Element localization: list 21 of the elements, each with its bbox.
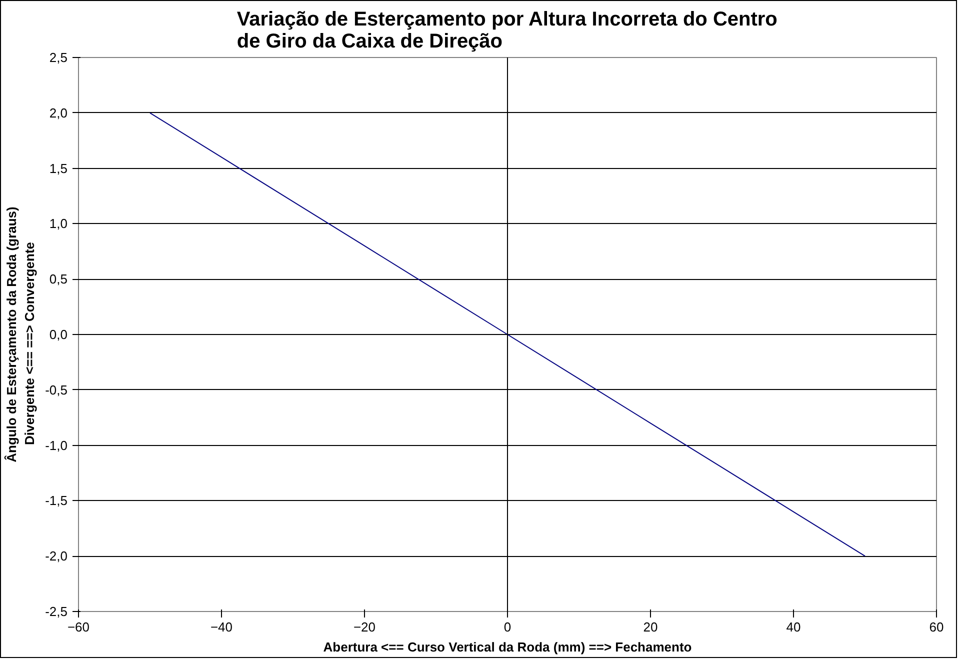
y-tick-label: -0,5: [45, 382, 68, 398]
x-tick-label: 20: [643, 620, 658, 634]
y-tick-label: 1,5: [49, 160, 68, 176]
x-tick-label: 0: [504, 620, 512, 634]
y-tick-label: 2,0: [49, 105, 68, 120]
y-tick-label: -2,5: [45, 604, 68, 619]
x-tick-label: −60: [67, 620, 90, 634]
x-tick-label: 40: [786, 620, 801, 634]
y-tick-label: -2,0: [45, 548, 68, 564]
y-tick-label: 2,5: [49, 50, 68, 65]
x-tick-label: −20: [353, 620, 376, 634]
chart-title: Variação de Esterçamento por Altura Incorreta do Centro de Giro da Caixa de Direção: [236, 8, 778, 52]
y-tick-label: 0,0: [49, 327, 68, 342]
x-axis-title: Abertura <== Curso Vertical da Roda (mm) ==> Fechamento: [323, 640, 692, 654]
y-tick-label: -1,0: [45, 438, 68, 453]
x-tick-label: 60: [929, 620, 944, 634]
y-tick-label: 1,0: [49, 216, 68, 232]
x-tick-label: −40: [210, 620, 233, 634]
y-tick-label: -1,5: [45, 493, 68, 508]
y-axis-title: Ângulo de Esterçamento da Roda (graus) Divergente <== ==> Convergente: [4, 206, 38, 462]
y-tick-label: 0,5: [49, 272, 68, 287]
